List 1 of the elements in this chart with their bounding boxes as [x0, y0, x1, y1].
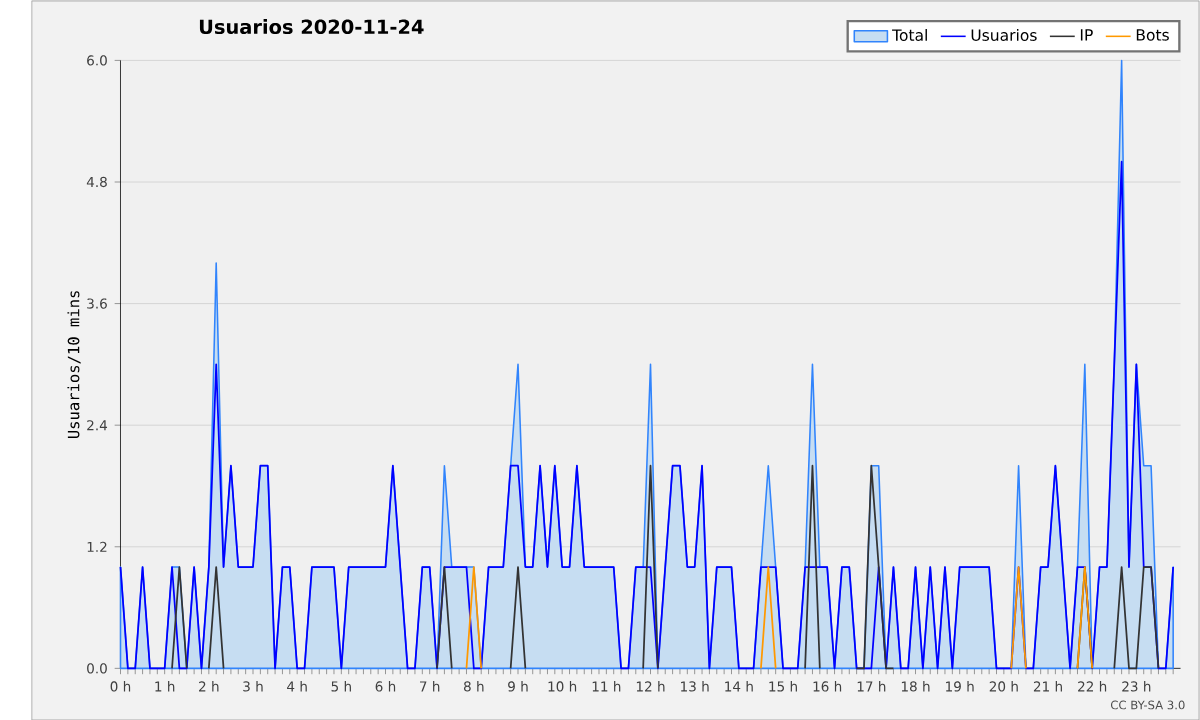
chart-title: Usuarios 2020-11-24	[199, 18, 424, 34]
